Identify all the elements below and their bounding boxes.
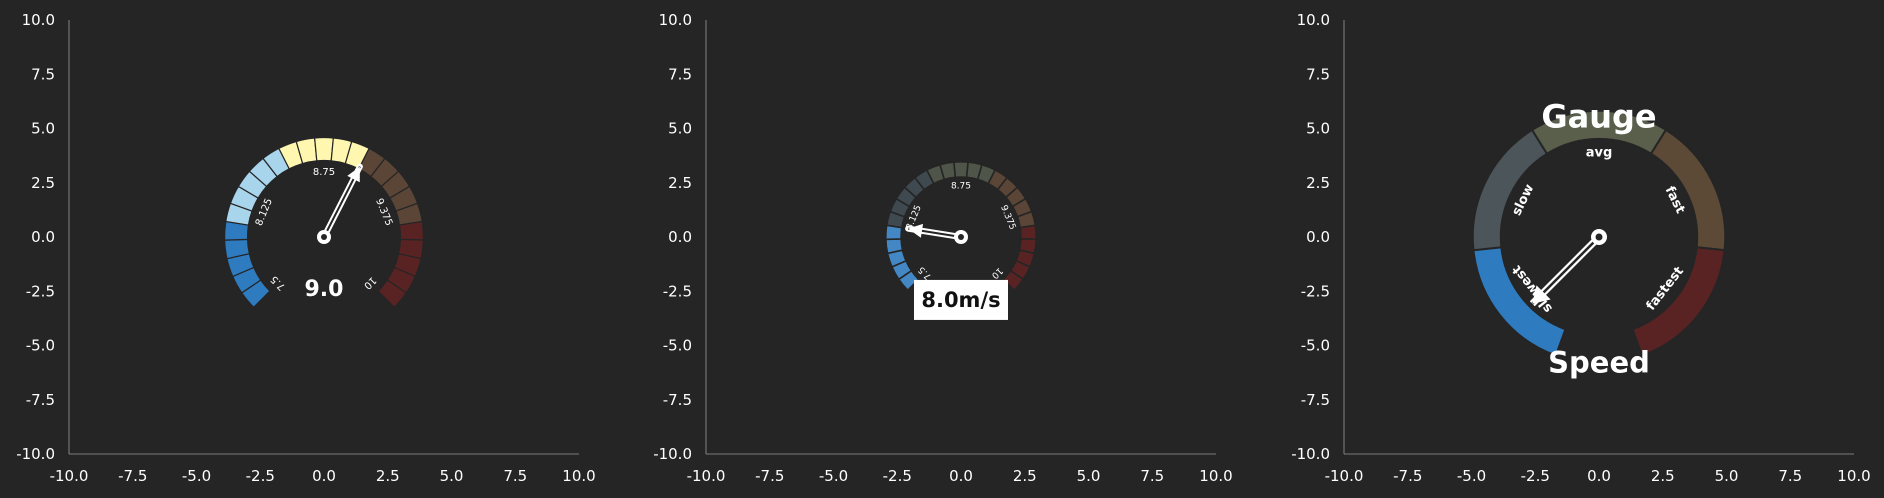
gauge-tick-label: 10 — [989, 265, 1004, 280]
x-tick-label: 7.5 — [1140, 467, 1164, 485]
y-tick-label: 10.0 — [22, 11, 55, 29]
gauge-panel-2: -10.0 -7.5 -5.0 -2.5 0.0 2.5 5.0 7.5 10.0 10.0 7.5… — [653, 11, 1233, 485]
y-tick-label: -7.5 — [26, 391, 55, 409]
y-tick-label: 2.5 — [668, 174, 692, 192]
y-tick-label: 5.0 — [1306, 120, 1330, 138]
y-tick-label: 7.5 — [668, 65, 692, 83]
y-tick-label: -5.0 — [663, 337, 692, 355]
y-tick-label: 0.0 — [31, 228, 55, 246]
y-tick-label: -2.5 — [1301, 282, 1330, 300]
y-tick-label: -5.0 — [1301, 337, 1330, 355]
x-tick-label: 10.0 — [1199, 467, 1232, 485]
gauge-segment — [1002, 269, 1025, 292]
gauge-tick-label: 8.75 — [313, 167, 335, 178]
gauge-tick-label: 8.125 — [254, 197, 275, 228]
gauge-segment — [1019, 224, 1038, 241]
y-tick-label: -2.5 — [663, 282, 692, 300]
x-tick-label: -10.0 — [50, 467, 89, 485]
y-tick-label: -2.5 — [26, 282, 55, 300]
y-tick-label: 10.0 — [1297, 11, 1330, 29]
x-tick-label: -7.5 — [118, 467, 147, 485]
y-tick-label: -7.5 — [1301, 391, 1330, 409]
y-tick-label: 2.5 — [31, 174, 55, 192]
gauge-bottom-label: Speed — [1548, 346, 1650, 380]
x-tick-label: -10.0 — [1325, 467, 1364, 485]
gauge-hub-center — [1595, 233, 1603, 241]
value-label: 9.0 — [305, 277, 344, 302]
gauge-segment — [398, 220, 425, 241]
y-tick-label: 5.0 — [31, 120, 55, 138]
gauge-segment — [313, 136, 335, 162]
gauge-segment — [884, 238, 904, 255]
value-label: 8.0m/s — [921, 288, 1000, 312]
x-tick-label: 2.5 — [376, 467, 400, 485]
y-tick-label: 7.5 — [1306, 65, 1330, 83]
gauge-hub-center — [321, 234, 327, 240]
x-tick-label: 5.0 — [1077, 467, 1101, 485]
y-tick-label: -10.0 — [653, 445, 692, 463]
y-tick-label: 2.5 — [1306, 174, 1330, 192]
x-tick-label: -2.5 — [883, 467, 912, 485]
gauge-needle-head — [1532, 285, 1551, 304]
x-tick-label: -2.5 — [246, 467, 275, 485]
x-tick-label: 7.5 — [503, 467, 527, 485]
x-tick-label: -5.0 — [182, 467, 211, 485]
y-tick-label: -10.0 — [16, 445, 55, 463]
y-tick-label: 0.0 — [1306, 228, 1330, 246]
y-tick-label: -7.5 — [663, 391, 692, 409]
x-tick-label: 0.0 — [949, 467, 973, 485]
x-tick-label: 2.5 — [1013, 467, 1037, 485]
gauge-zone — [1631, 246, 1726, 357]
y-tick-label: 10.0 — [659, 11, 692, 29]
gauge-needle-head — [347, 166, 360, 183]
x-tick-label: 0.0 — [312, 467, 336, 485]
x-tick-label: -10.0 — [687, 467, 726, 485]
gauge-tick-label: 7.5 — [269, 273, 288, 292]
gauge-tick-label: 8.75 — [951, 182, 971, 192]
y-tick-label: -5.0 — [26, 337, 55, 355]
gauge-segment — [953, 160, 969, 179]
x-tick-label: 5.0 — [440, 467, 464, 485]
gauge-title: Gauge — [1541, 97, 1656, 135]
gauge-tick-label: 10 — [361, 274, 378, 291]
x-tick-label: 10.0 — [1837, 467, 1870, 485]
x-tick-label: -5.0 — [819, 467, 848, 485]
gauge-panel-3: -10.0 -7.5 -5.0 -2.5 0.0 2.5 5.0 7.5 10.0 10.0 7.5… — [1291, 11, 1871, 485]
y-tick-label: 7.5 — [31, 65, 55, 83]
gauge-tick-label: 9.375 — [373, 197, 394, 228]
x-tick-label: -2.5 — [1521, 467, 1550, 485]
zone-label: avg — [1586, 145, 1613, 160]
x-tick-label: 10.0 — [562, 467, 595, 485]
gauge-hub-center — [958, 234, 964, 240]
x-tick-label: 0.0 — [1587, 467, 1611, 485]
y-tick-label: -10.0 — [1291, 445, 1330, 463]
x-tick-label: -7.5 — [755, 467, 784, 485]
y-tick-label: 0.0 — [668, 228, 692, 246]
x-tick-label: 2.5 — [1651, 467, 1675, 485]
gauge-needle-head — [908, 223, 924, 238]
gauge-tick-label: 7.5 — [917, 264, 934, 281]
x-tick-label: -5.0 — [1457, 467, 1486, 485]
y-tick-label: 5.0 — [668, 120, 692, 138]
value-box — [914, 279, 1008, 320]
gauge-segment — [377, 279, 408, 309]
x-tick-label: 5.0 — [1715, 467, 1739, 485]
gauge-panel-1: -10.0 -7.5 -5.0 -2.5 0.0 2.5 5.0 7.5 10.0 10.0 7.5… — [16, 11, 596, 485]
x-tick-label: 7.5 — [1778, 467, 1802, 485]
x-tick-label: -7.5 — [1393, 467, 1422, 485]
